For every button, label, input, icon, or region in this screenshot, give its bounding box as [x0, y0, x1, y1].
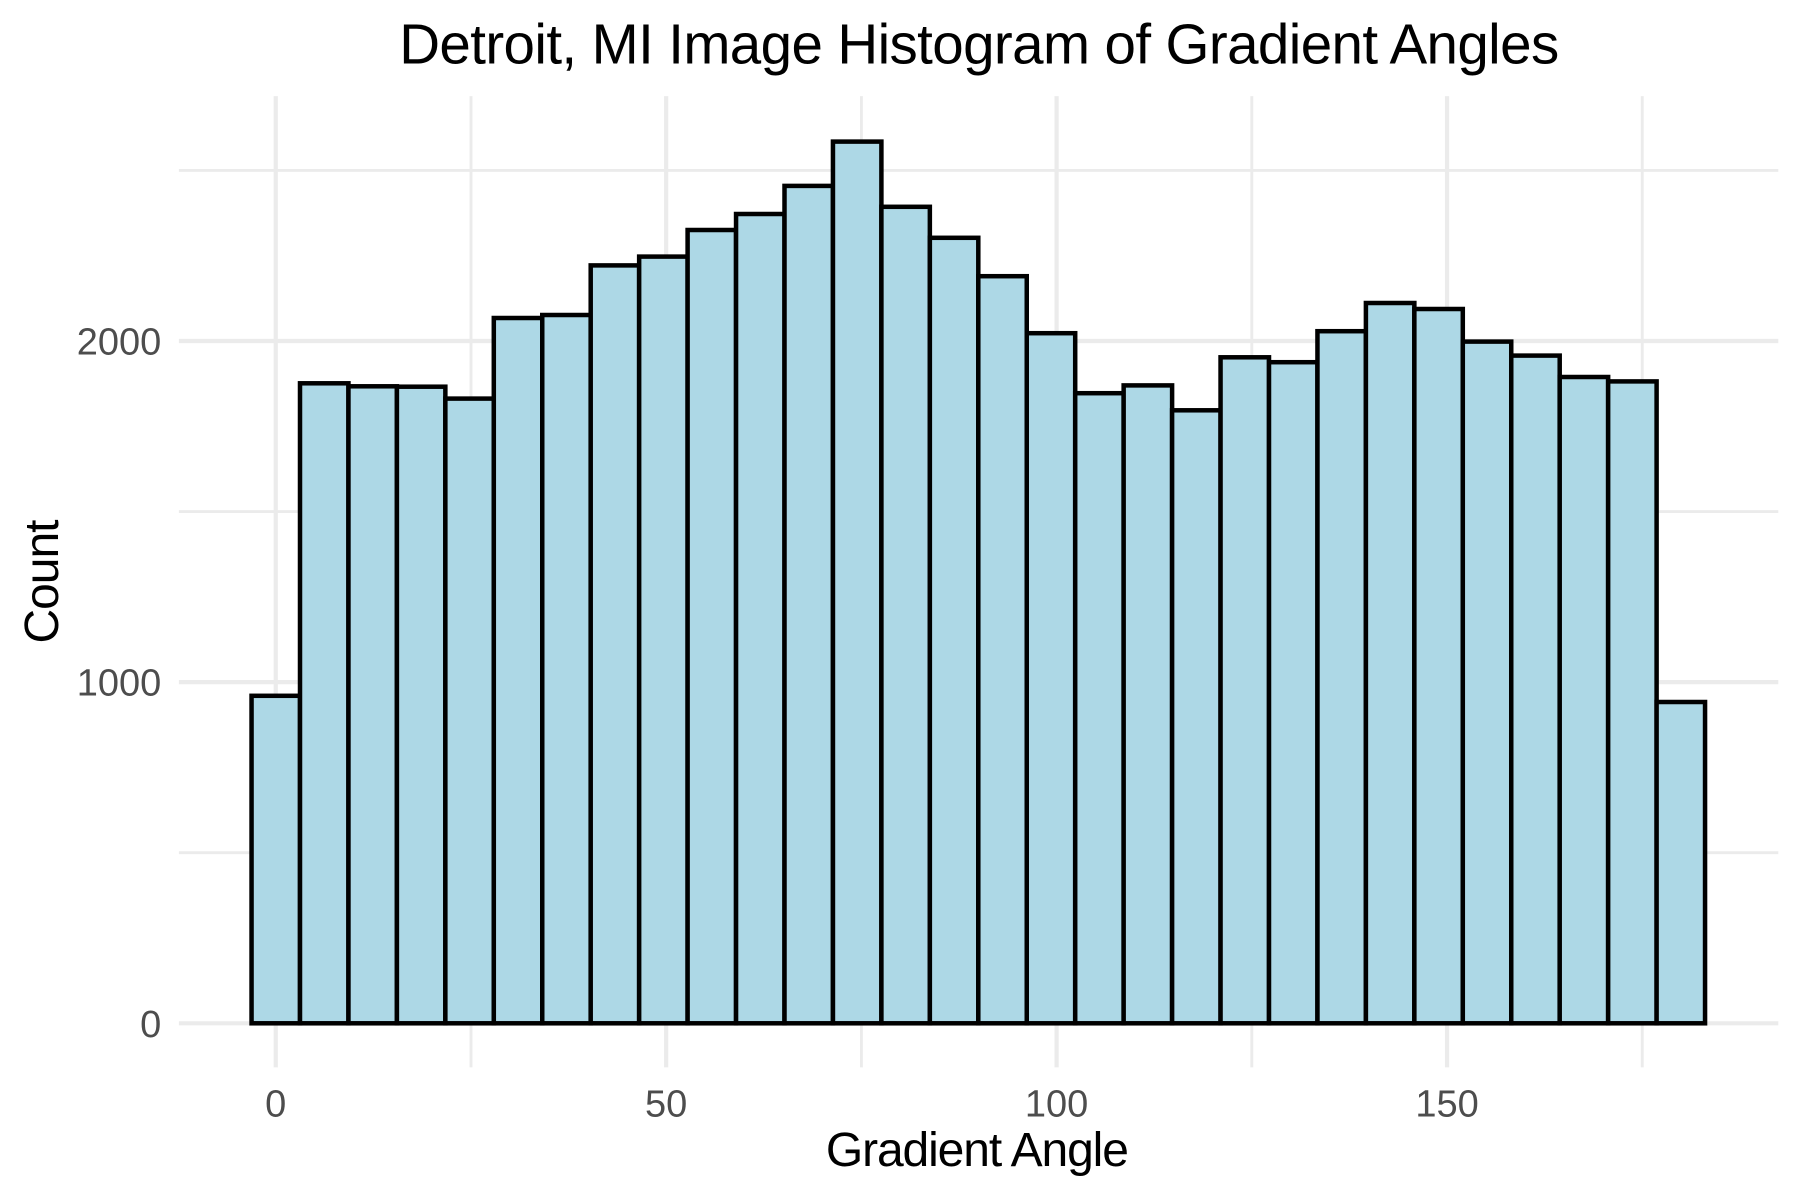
- svg-text:1000: 1000: [77, 663, 162, 705]
- svg-text:Gradient Angle: Gradient Angle: [826, 1124, 1129, 1177]
- svg-text:0: 0: [140, 1004, 161, 1046]
- svg-text:Count: Count: [16, 520, 69, 644]
- svg-text:2000: 2000: [77, 322, 162, 364]
- svg-text:0: 0: [265, 1083, 286, 1125]
- svg-text:100: 100: [1025, 1083, 1088, 1125]
- svg-text:50: 50: [645, 1083, 687, 1125]
- svg-text:150: 150: [1415, 1083, 1478, 1125]
- svg-text:Detroit, MI Image Histogram of: Detroit, MI Image Histogram of Gradient …: [399, 12, 1559, 75]
